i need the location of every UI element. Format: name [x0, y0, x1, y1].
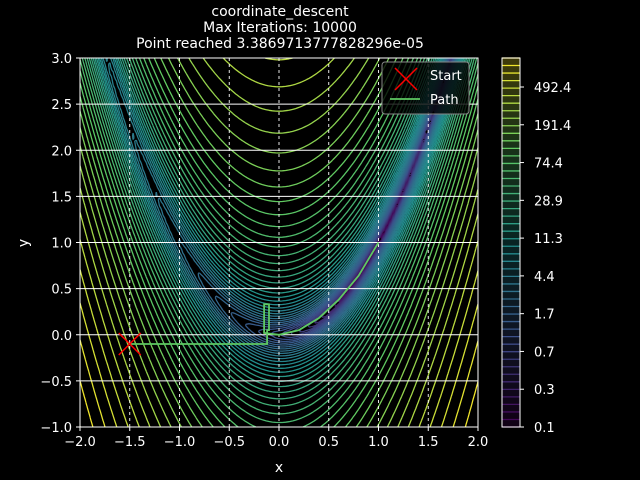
- colorbar: 492.4 191.4 74.4 28.9 11.3 4.4 1.7 0.7 0.3 0.1: [501, 57, 571, 436]
- start-marker: [118, 332, 142, 356]
- colorbar-tick-label: 74.4: [534, 157, 563, 172]
- colorbar-tick-label: 0.1: [534, 421, 555, 436]
- contour-level: [90, 58, 470, 394]
- x-tick-label: 1.5: [418, 435, 439, 450]
- contour-level: [131, 58, 459, 357]
- x-tick-label: 0.0: [269, 435, 290, 450]
- contour-level: [80, 58, 478, 427]
- y-axis-label: y: [16, 239, 32, 247]
- legend-path-label: Path: [430, 93, 459, 108]
- colorbar-fill: [502, 58, 520, 427]
- contour-level: [80, 269, 478, 427]
- colorbar-frame: [501, 57, 521, 428]
- plot-area: [79, 57, 479, 428]
- grid-lines: [80, 58, 478, 427]
- x-axis: −2.0 −1.5 −1.0 −0.5 0.0 0.5 1.0 1.5 2.0: [64, 427, 488, 450]
- colorbar-tick-label: 1.7: [534, 308, 555, 323]
- y-tick-label: 1.5: [51, 190, 72, 205]
- contour-level: [80, 58, 478, 427]
- chart-title-line-2: Max Iterations: 10000: [203, 20, 357, 36]
- contour-level: [86, 58, 473, 407]
- colorbar-tick-label: 4.4: [534, 270, 555, 285]
- contour-level: [92, 58, 468, 388]
- contour-level: [80, 58, 478, 427]
- contour-level: [80, 58, 478, 427]
- colorbar-ticks: 492.4 191.4 74.4 28.9 11.3 4.4 1.7 0.7 0.3 0.1: [520, 81, 571, 436]
- y-tick-label: 1.0: [51, 237, 72, 252]
- chart-title-line-1: coordinate_descent: [211, 4, 349, 20]
- legend-start-label: Start: [430, 69, 462, 84]
- contour-lines: [80, 58, 478, 427]
- y-tick-label: 3.0: [51, 52, 72, 67]
- legend: Start Path: [381, 61, 470, 115]
- contour-level: [80, 58, 478, 427]
- colorbar-tick-label: 0.3: [534, 383, 555, 398]
- contour-level: [84, 58, 476, 415]
- y-tick-label: 0.5: [51, 283, 72, 298]
- colorbar-tick-label: 0.7: [534, 345, 555, 360]
- contour-level: [98, 58, 463, 369]
- legend-box: [381, 61, 470, 115]
- contour-level: [95, 58, 465, 378]
- colorbar-tick-label: 492.4: [534, 81, 571, 96]
- y-tick-label: −0.5: [40, 375, 72, 390]
- y-axis: 3.0 2.5 2.0 1.5 1.0 0.5 0.0 −0.5 −1.0: [40, 52, 80, 436]
- legend-start-icon: [394, 67, 418, 91]
- descent-path: [129, 242, 380, 345]
- x-tick-label: 2.0: [468, 435, 489, 450]
- x-tick-label: −1.0: [164, 435, 196, 450]
- y-tick-label: −1.0: [40, 421, 72, 436]
- colorbar-tick-label: 191.4: [534, 119, 571, 134]
- contour-level: [80, 339, 478, 427]
- y-tick-label: 2.5: [51, 98, 72, 113]
- chart-title-line-3: Point reached 3.3869713777828296e-05: [136, 36, 424, 52]
- x-tick-label: 1.0: [368, 435, 389, 450]
- colorbar-level-lines: [502, 57, 520, 428]
- colorbar-tick-label: 11.3: [534, 232, 563, 247]
- x-tick-label: −1.5: [114, 435, 146, 450]
- contour-level: [80, 58, 478, 427]
- x-tick-label: 0.5: [318, 435, 339, 450]
- contour-level: [80, 302, 478, 427]
- y-tick-label: 2.0: [51, 144, 72, 159]
- contour-level: [80, 380, 478, 427]
- contour-level: [81, 58, 478, 424]
- y-tick-label: 0.0: [51, 329, 72, 344]
- colorbar-tick-label: 28.9: [534, 194, 563, 209]
- x-tick-label: −2.0: [64, 435, 96, 450]
- x-axis-label: x: [275, 460, 283, 476]
- x-tick-label: −0.5: [213, 435, 245, 450]
